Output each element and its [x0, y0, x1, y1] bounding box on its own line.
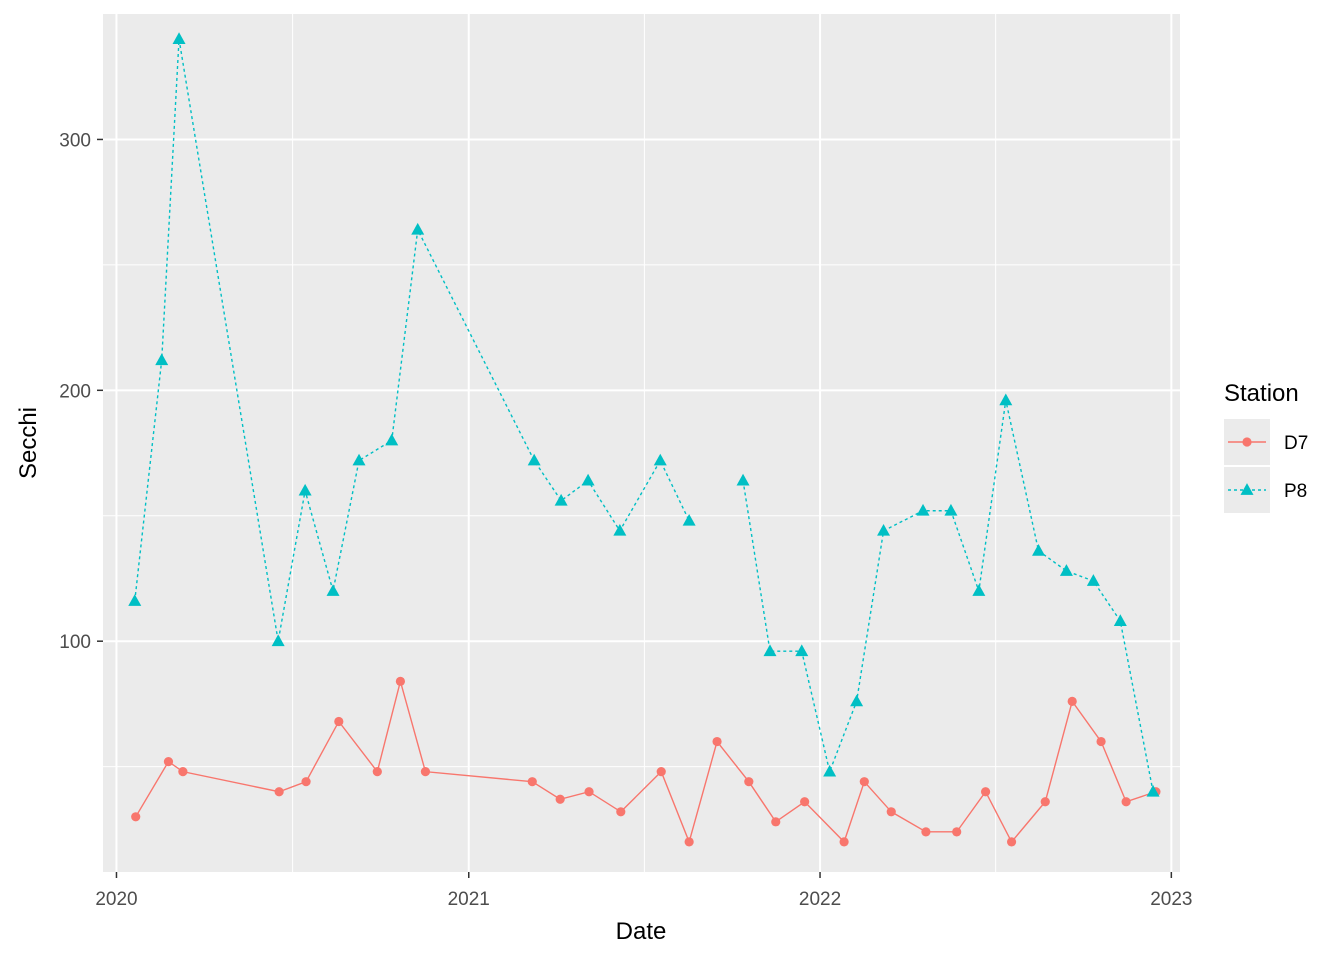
y-axis-title: Secchi: [15, 407, 42, 479]
data-point-d7: [712, 736, 722, 747]
data-point-d7: [859, 777, 869, 787]
data-point-p8: [795, 644, 809, 657]
legend-marker-d7: [1242, 437, 1252, 447]
data-point-d7: [921, 827, 931, 837]
data-point-p8: [581, 473, 595, 486]
x-tick-label: 2023: [1150, 889, 1192, 910]
data-point-d7: [656, 767, 666, 777]
data-point-d7: [301, 777, 311, 787]
x-tick-label: 2021: [448, 889, 490, 910]
legend-label-d7: D7: [1284, 433, 1308, 454]
data-point-d7: [616, 807, 626, 817]
data-point-d7: [886, 807, 896, 817]
data-point-d7: [1096, 736, 1106, 747]
data-point-p8: [1146, 784, 1160, 797]
data-point-d7: [980, 787, 991, 797]
grid-minor: [103, 14, 1180, 872]
data-point-p8: [172, 32, 186, 44]
series-p8: [128, 32, 1160, 797]
legend-keys: D7 P8: [1224, 419, 1308, 513]
data-point-p8: [298, 483, 312, 496]
data-point-d7: [1040, 797, 1050, 807]
x-tick-label: 2020: [95, 889, 137, 910]
legend-label-p8: P8: [1284, 481, 1307, 502]
data-point-d7: [952, 827, 962, 837]
data-point-d7: [744, 777, 754, 787]
data-point-d7: [555, 794, 565, 804]
data-point-p8: [352, 453, 366, 466]
series-d7: [131, 676, 1161, 847]
data-point-p8: [850, 694, 864, 707]
legend-marker-p8: [1240, 483, 1254, 495]
data-point-d7: [334, 716, 344, 727]
x-tick-label: 2022: [799, 889, 841, 910]
data-point-p8: [877, 523, 891, 536]
data-point-d7: [684, 837, 694, 847]
data-point-p8: [385, 433, 399, 446]
legend-item-d7: D7: [1224, 419, 1308, 465]
data-point-d7: [800, 797, 810, 807]
plot-panel: [103, 14, 1180, 872]
data-point-p8: [554, 493, 568, 506]
data-point-p8: [1086, 574, 1100, 586]
legend: Station D7 P8: [1224, 380, 1308, 513]
data-point-d7: [163, 757, 174, 767]
series-layer: [128, 32, 1161, 847]
data-point-p8: [823, 764, 837, 777]
data-point-d7: [1006, 837, 1017, 847]
y-tick-label: 300: [59, 130, 91, 151]
data-point-p8: [326, 584, 340, 596]
data-point-p8: [1059, 564, 1073, 576]
data-point-d7: [274, 787, 284, 797]
data-point-d7: [395, 676, 406, 686]
data-point-d7: [839, 837, 849, 847]
data-point-p8: [682, 513, 696, 526]
data-point-p8: [999, 393, 1013, 406]
data-point-d7: [771, 817, 781, 827]
legend-title: Station: [1224, 380, 1299, 407]
data-point-d7: [584, 787, 594, 797]
data-point-p8: [916, 503, 930, 516]
data-point-d7: [1121, 797, 1131, 807]
data-point-d7: [527, 777, 537, 787]
x-axis-title: Date: [616, 918, 667, 945]
y-tick-label: 100: [59, 632, 91, 653]
data-point-p8: [763, 644, 777, 657]
data-point-d7: [131, 812, 141, 822]
data-point-p8: [653, 453, 667, 466]
data-point-p8: [527, 453, 541, 466]
data-point-p8: [128, 594, 142, 606]
data-point-p8: [155, 353, 169, 366]
legend-item-p8: P8: [1224, 467, 1307, 513]
data-point-p8: [271, 634, 285, 647]
grid-major: [103, 14, 1180, 872]
data-point-p8: [1032, 544, 1046, 556]
data-point-p8: [736, 473, 750, 486]
data-point-d7: [420, 767, 431, 777]
axis-layer: 100 200 300 2020 2021 2022 2023: [59, 130, 1192, 910]
data-point-p8: [613, 523, 627, 536]
y-tick-label: 200: [59, 381, 91, 402]
data-point-p8: [944, 503, 958, 516]
data-point-d7: [372, 767, 382, 777]
data-point-p8: [1113, 614, 1127, 626]
data-point-p8: [411, 222, 425, 235]
data-point-d7: [178, 767, 188, 777]
data-point-d7: [1067, 696, 1077, 707]
data-point-p8: [972, 584, 986, 596]
